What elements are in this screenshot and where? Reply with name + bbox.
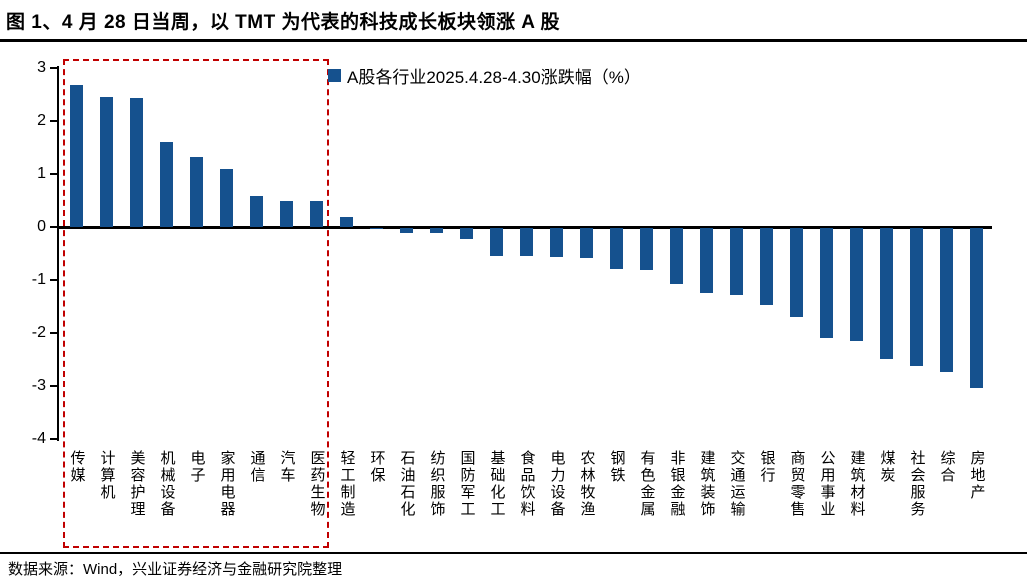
- bar-农林牧渔: [580, 228, 593, 258]
- data-source-note: 数据来源：Wind，兴业证券经济与金融研究院整理: [8, 561, 343, 578]
- bar-石油石化: [400, 228, 413, 233]
- x-axis-label-石油石化: 石油石化: [398, 450, 416, 518]
- y-axis-tick-label: 3: [37, 59, 46, 76]
- chart-legend: A股各行业2025.4.28-4.30涨跌幅（%）: [328, 63, 641, 88]
- y-axis-tick: [50, 67, 57, 69]
- y-axis-tick: [50, 173, 57, 175]
- x-axis-label-非银金融: 非银金融: [668, 450, 686, 518]
- bar-计算机: [100, 97, 113, 227]
- bar-环保: [370, 228, 383, 230]
- x-axis-label-综合: 综合: [938, 450, 956, 484]
- y-axis-tick: [50, 332, 57, 334]
- y-axis-tick: [50, 120, 57, 122]
- x-axis-label-美容护理: 美容护理: [128, 450, 146, 518]
- y-axis-tick-label: -3: [31, 377, 46, 394]
- footer-divider: [0, 552, 1027, 554]
- x-axis-label-计算机: 计算机: [98, 450, 116, 501]
- x-axis-label-汽车: 汽车: [278, 450, 296, 484]
- bar-传媒: [70, 84, 83, 227]
- bar-机械设备: [160, 141, 173, 227]
- bar-汽车: [280, 200, 293, 227]
- bar-建筑材料: [850, 228, 863, 341]
- x-axis-label-医药生物: 医药生物: [308, 450, 326, 518]
- x-axis-label-社会服务: 社会服务: [908, 450, 926, 518]
- bar-非银金融: [670, 228, 683, 284]
- x-axis-label-通信: 通信: [248, 450, 266, 484]
- x-axis-label-国防军工: 国防军工: [458, 450, 476, 518]
- bar-食品饮料: [520, 228, 533, 257]
- x-axis-label-电力设备: 电力设备: [548, 450, 566, 518]
- x-axis-label-机械设备: 机械设备: [158, 450, 176, 518]
- y-axis-tick-label: -2: [31, 324, 46, 341]
- figure-title: 图 1、4 月 28 日当周，以 TMT 为代表的科技成长板块领涨 A 股: [6, 12, 561, 33]
- x-axis-label-煤炭: 煤炭: [878, 450, 896, 484]
- x-axis-label-电子: 电子: [188, 450, 206, 484]
- x-axis-label-建筑装饰: 建筑装饰: [698, 450, 716, 518]
- bar-电子: [190, 156, 203, 227]
- bar-有色金属: [640, 228, 653, 271]
- bar-煤炭: [880, 228, 893, 360]
- y-axis-tick-label: 0: [37, 218, 46, 235]
- y-axis-tick-label: -4: [31, 430, 46, 447]
- bar-交通运输: [730, 228, 743, 295]
- x-axis-label-纺织服饰: 纺织服饰: [428, 450, 446, 518]
- bar-社会服务: [910, 228, 923, 366]
- x-axis-label-房地产: 房地产: [968, 450, 986, 501]
- x-axis-label-家用电器: 家用电器: [218, 450, 236, 518]
- x-axis-label-农林牧渔: 农林牧渔: [578, 450, 596, 518]
- bar-钢铁: [610, 228, 623, 269]
- x-axis-label-公用事业: 公用事业: [818, 450, 836, 518]
- x-axis-label-钢铁: 钢铁: [608, 450, 626, 484]
- x-axis-label-传媒: 传媒: [68, 450, 86, 484]
- bar-家用电器: [220, 169, 233, 227]
- x-axis-label-基础化工: 基础化工: [488, 450, 506, 518]
- bar-商贸零售: [790, 228, 803, 318]
- legend-label: A股各行业2025.4.28-4.30涨跌幅（%）: [347, 68, 641, 87]
- bar-基础化工: [490, 228, 503, 256]
- bar-银行: [760, 228, 773, 306]
- x-axis-label-商贸零售: 商贸零售: [788, 450, 806, 518]
- bar-美容护理: [130, 97, 143, 227]
- y-axis-tick: [50, 226, 57, 228]
- bar-综合: [940, 228, 953, 373]
- bar-医药生物: [310, 200, 323, 227]
- bar-房地产: [970, 228, 983, 388]
- tmt-highlight-box: [63, 59, 329, 548]
- bar-轻工制造: [340, 217, 353, 227]
- x-axis-label-交通运输: 交通运输: [728, 450, 746, 518]
- legend-swatch-icon: [328, 69, 341, 82]
- y-axis-tick-label: 2: [37, 112, 46, 129]
- x-axis-label-银行: 银行: [758, 450, 776, 484]
- bar-建筑装饰: [700, 228, 713, 294]
- y-axis-tick: [50, 385, 57, 387]
- x-axis-label-食品饮料: 食品饮料: [518, 450, 536, 518]
- y-axis-tick: [50, 438, 57, 440]
- bar-通信: [250, 196, 263, 227]
- bar-公用事业: [820, 228, 833, 338]
- x-axis-label-有色金属: 有色金属: [638, 450, 656, 518]
- y-axis-tick-label: 1: [37, 165, 46, 182]
- bar-电力设备: [550, 228, 563, 258]
- bar-国防军工: [460, 228, 473, 239]
- title-divider: [0, 39, 1027, 42]
- y-axis-line: [57, 66, 59, 441]
- y-axis-tick: [50, 279, 57, 281]
- x-axis-label-环保: 环保: [368, 450, 386, 484]
- bar-纺织服饰: [430, 228, 443, 234]
- x-axis-label-建筑材料: 建筑材料: [848, 450, 866, 518]
- zero-baseline: [57, 225, 992, 229]
- x-axis-label-轻工制造: 轻工制造: [338, 450, 356, 518]
- y-axis-tick-label: -1: [31, 271, 46, 288]
